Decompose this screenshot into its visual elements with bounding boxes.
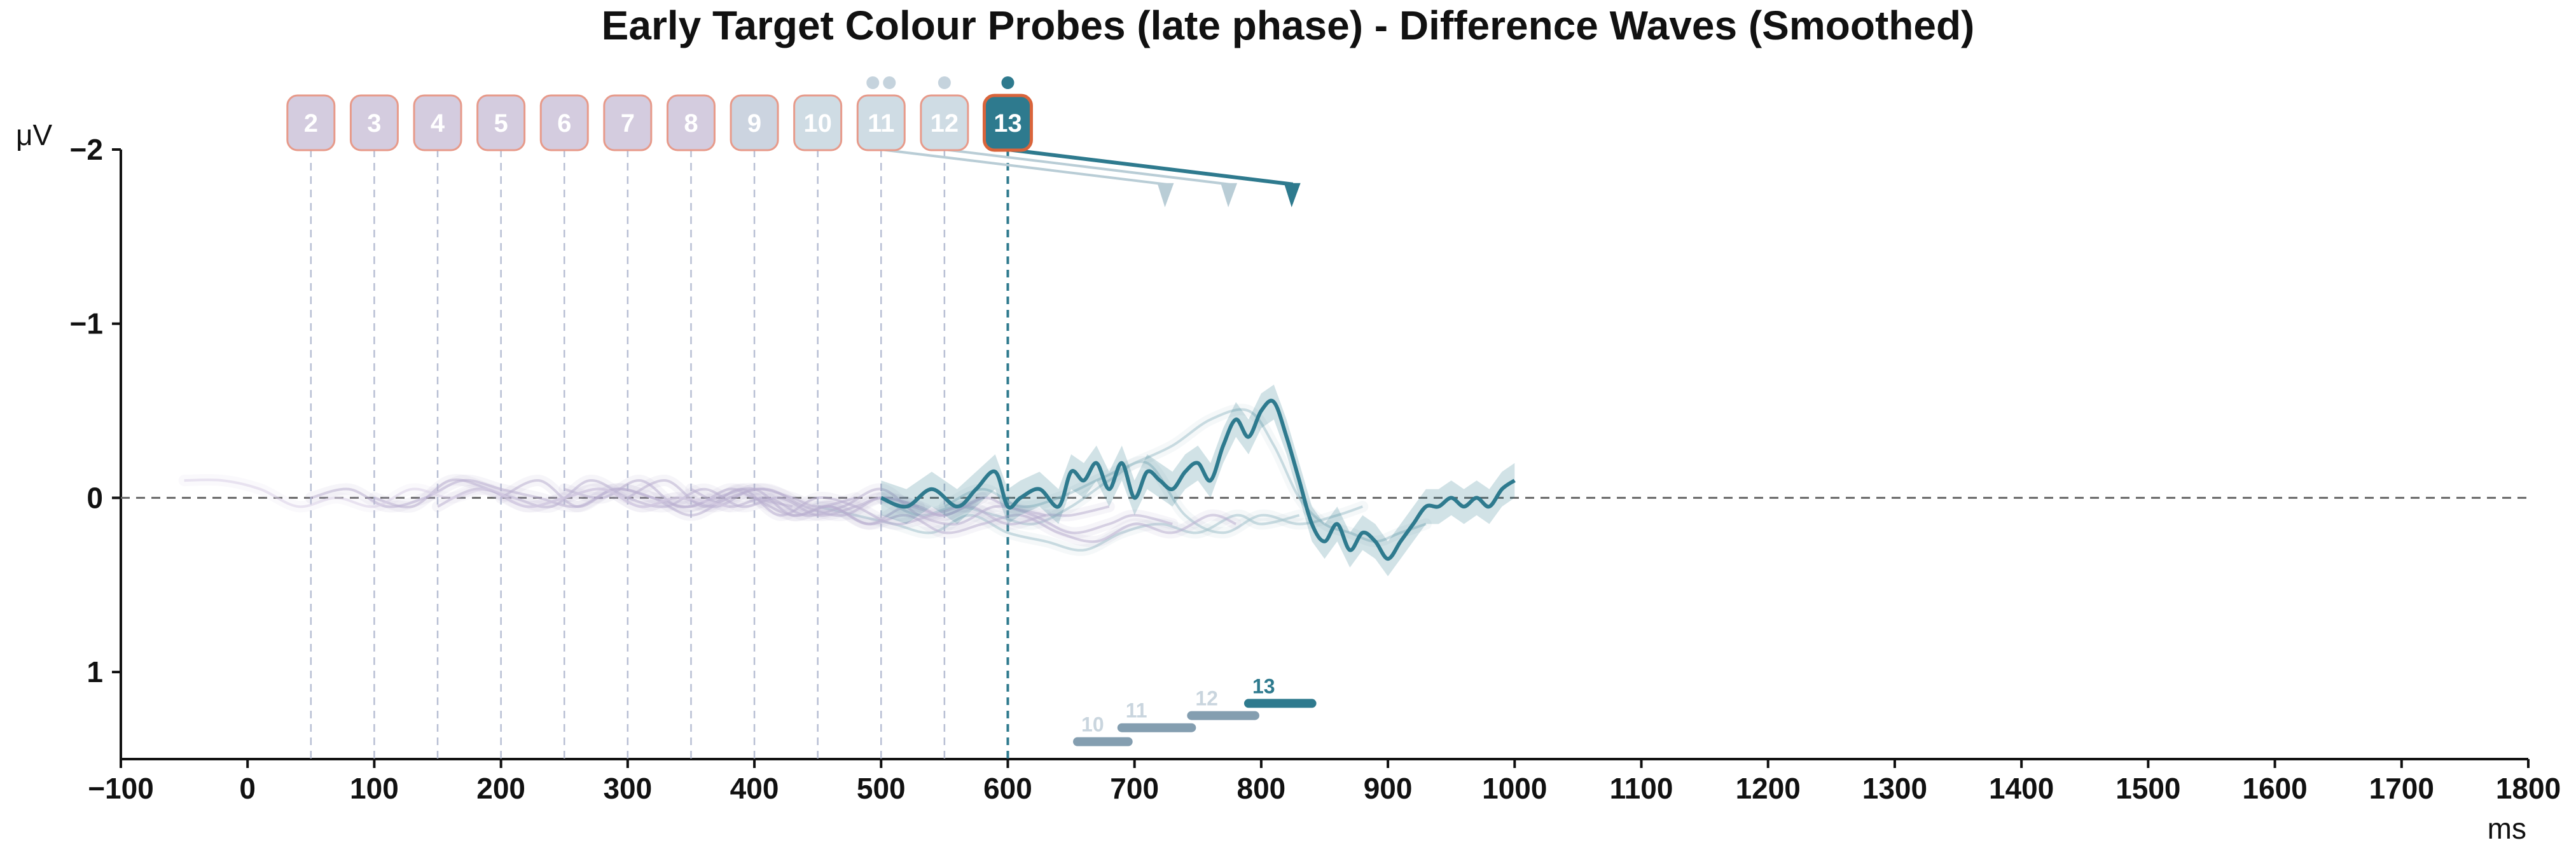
pointer-line-13 <box>1008 148 1294 186</box>
probe-box-frame <box>982 94 1033 152</box>
probe-box-frame <box>603 94 653 151</box>
x-tick-label: 1300 <box>1862 772 1927 805</box>
probe-dot-13 <box>1001 76 1014 89</box>
pointer-line-12 <box>944 148 1230 186</box>
series-line-2 <box>310 478 793 508</box>
x-tick-label: 100 <box>350 772 399 805</box>
probe-box-3: 3 <box>349 94 399 151</box>
probe-box-4: 4 <box>413 94 462 151</box>
probe-box-frame <box>793 94 843 151</box>
probe-box-label: 8 <box>684 109 698 137</box>
x-tick-label: 1100 <box>1610 772 1673 805</box>
series-line-10 <box>817 505 1300 552</box>
series-line-7 <box>627 479 1110 526</box>
probe-box-frame <box>413 94 462 151</box>
x-tick-label: 1800 <box>2496 772 2561 805</box>
probe-box-label: 2 <box>304 109 318 137</box>
probe-box-12: 12 <box>920 94 969 151</box>
probe-box-7: 7 <box>603 94 653 151</box>
x-tick-label: 700 <box>1110 772 1159 805</box>
pointer-marker-12 <box>1221 183 1238 207</box>
x-tick-label: 900 <box>1364 772 1413 805</box>
x-tick-label: 200 <box>476 772 525 805</box>
x-tick-label: 1700 <box>2369 772 2434 805</box>
probe-box-frame <box>349 94 399 151</box>
probe-box-label: 11 <box>868 109 894 137</box>
probe-box-label: 3 <box>367 109 381 137</box>
probe-dot-11 <box>866 76 880 89</box>
x-tick-label: 500 <box>857 772 906 805</box>
probe-dot-11 <box>883 76 896 89</box>
probe-dot-12 <box>938 76 951 89</box>
probe-box-2: 2 <box>286 94 336 151</box>
window-bar-label-12: 12 <box>1195 687 1218 710</box>
probe-box-frame <box>286 94 336 151</box>
plot-area: −100 0 100 200 300 400 500 600 700 800 900 1000 1100… <box>70 76 2561 805</box>
x-tick-label: 400 <box>730 772 779 805</box>
x-tick-label: 300 <box>603 772 652 805</box>
probe-box-6: 6 <box>539 94 589 151</box>
probe-box-label: 9 <box>747 109 761 137</box>
pointer-marker-13 <box>1284 183 1301 207</box>
y-tick-label: −1 <box>70 307 103 340</box>
y-tick-label: 1 <box>87 655 103 688</box>
probe-box-frame <box>476 94 526 151</box>
probe-box-label: 7 <box>621 109 635 137</box>
probe-box-label: 5 <box>494 109 508 137</box>
x-tick-label: 1000 <box>1482 772 1547 805</box>
y-tick-label: 0 <box>87 481 103 514</box>
x-tick-label: 1400 <box>1989 772 2054 805</box>
probe-box-label: 10 <box>803 109 832 137</box>
probe-box-frame <box>539 94 589 151</box>
probe-box-label: 12 <box>931 109 959 137</box>
probe-box-13: 13 <box>982 94 1033 152</box>
window-bar-label-11: 11 <box>1126 699 1147 722</box>
x-tick-label: 0 <box>239 772 256 805</box>
series-band-13 <box>881 384 1515 576</box>
probe-box-9: 9 <box>730 94 779 151</box>
x-tick-label: 1200 <box>1736 772 1801 805</box>
window-bar-label-13: 13 <box>1252 674 1275 697</box>
y-axis-unit-label: μV <box>16 118 53 151</box>
x-tick-label: 600 <box>983 772 1032 805</box>
probe-box-10: 10 <box>793 94 843 151</box>
x-tick-label: 800 <box>1237 772 1286 805</box>
probe-box-frame <box>666 94 716 151</box>
probe-box-frame <box>856 94 906 151</box>
probe-box-11: 11 <box>856 94 906 151</box>
chart-title: Early Target Colour Probes (late phase) … <box>602 3 1975 48</box>
pointer-marker-11 <box>1157 183 1174 207</box>
pointer-line-11 <box>881 148 1167 186</box>
probe-box-label: 13 <box>994 109 1022 137</box>
x-tick-label: 1500 <box>2116 772 2180 805</box>
probe-box-label: 6 <box>557 109 571 137</box>
window-bar-label-10: 10 <box>1081 713 1104 736</box>
series-line-12 <box>943 408 1427 543</box>
probe-box-frame <box>920 94 969 151</box>
y-tick-label: −2 <box>70 133 103 166</box>
series-line <box>184 478 730 508</box>
probe-box-frame <box>730 94 779 151</box>
probe-box-8: 8 <box>666 94 716 151</box>
x-axis-unit-label: ms <box>2488 812 2526 845</box>
x-tick-label: −100 <box>88 772 154 805</box>
series-line-13 <box>880 398 1516 561</box>
x-tick-label: 1600 <box>2242 772 2307 805</box>
probe-box-label: 4 <box>431 109 445 137</box>
probe-box-5: 5 <box>476 94 526 151</box>
